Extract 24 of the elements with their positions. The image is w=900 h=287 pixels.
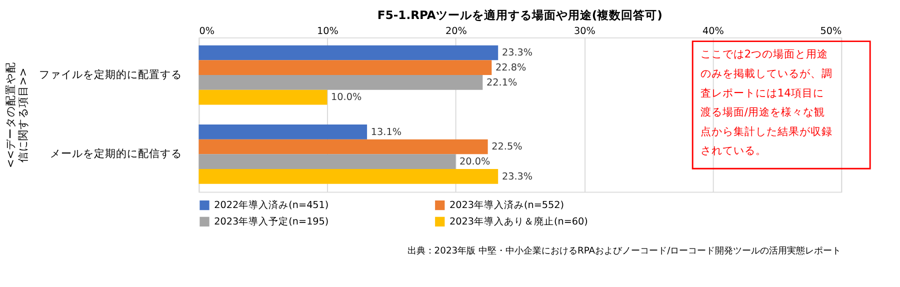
legend-label: 2023年導入予定(n=195) [214,216,329,228]
legend-label: 2023年導入済み(n=552) [450,199,564,212]
y-tick-label: ファイルを定期的に配置する [38,68,182,81]
y-tick-label: メールを定期的に配信する [50,147,182,160]
data-label: 23.3% [502,171,533,182]
data-label: 10.0% [331,92,362,104]
data-label: 22.8% [496,62,526,74]
data-label: 22.1% [486,77,518,88]
x-tick-label: 10% [316,26,338,38]
source-note: 出典：2023年版 中堅・中小企業におけるRPAおよびノーコード/ローコード開発ツールの活用実態レポート [407,246,842,257]
annotation: ここでは2つの場面と用途のみを掲載しているが、調査レポートには14項目に渡る場面/用途を様々な観点から集計した結果が収録されている。 [700,48,832,158]
x-tick-label: 50% [820,26,842,38]
x-tick-label: 40% [702,26,724,38]
chart-title: F5-1.RPAツールを適用する場面や用途(複数回答可) [377,8,662,22]
x-tick-label: 0% [199,26,214,38]
legend-label: 2022年導入済み(n=451) [214,199,329,212]
legend-label: 2023年導入あり＆廃止(n=60) [450,216,588,228]
x-tick-label: 30% [574,26,596,38]
x-tick-label: 20% [445,26,467,38]
data-label: 13.1% [370,126,402,138]
data-label: 23.3% [502,48,533,59]
data-label: 20.0% [460,156,490,168]
data-label: 22.5% [492,142,522,153]
y-axis-title: <<データの配置や配信に関する項目>> [4,62,30,168]
